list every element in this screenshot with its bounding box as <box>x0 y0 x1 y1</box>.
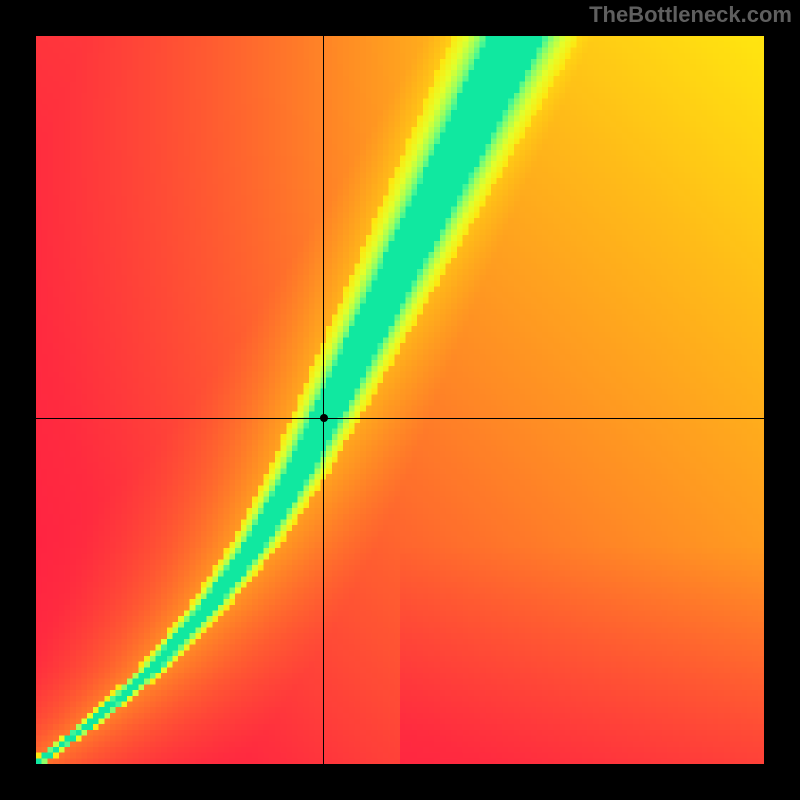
chart-container: { "watermark_text": "TheBottleneck.com",… <box>0 0 800 800</box>
crosshair-vertical-line <box>323 36 324 764</box>
watermark-label: TheBottleneck.com <box>589 0 800 28</box>
crosshair-horizontal-line <box>36 418 764 419</box>
bottleneck-heatmap <box>36 36 764 764</box>
crosshair-dot <box>320 414 328 422</box>
